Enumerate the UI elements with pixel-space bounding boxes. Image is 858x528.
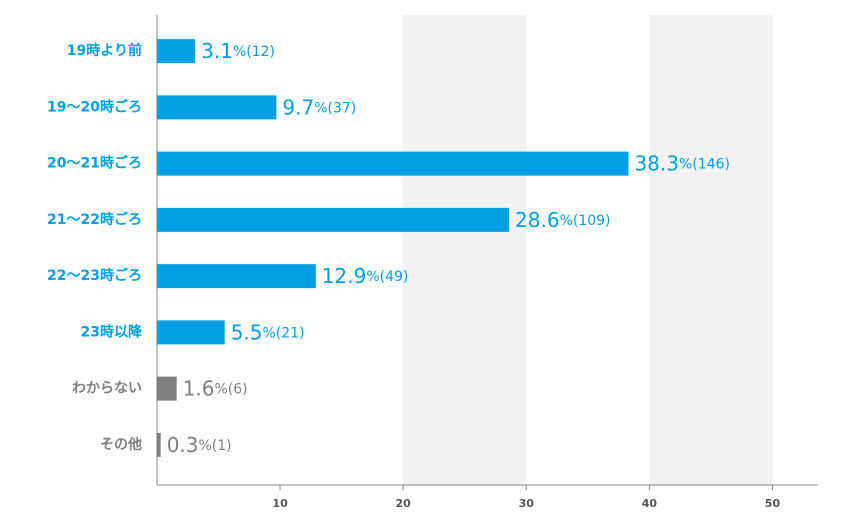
value-number: 9.7 [282, 95, 314, 119]
value-suffix: %(6) [215, 382, 248, 398]
bar [157, 264, 316, 289]
value-label: 12.9%(49) [322, 264, 409, 288]
value-number: 12.9 [322, 264, 367, 288]
bar [157, 320, 225, 345]
y-tick-label: 21～22時ごろ [47, 211, 142, 228]
y-tick-label: 23時以降 [81, 323, 143, 340]
bar [157, 207, 510, 232]
y-tick-label: 20～21時ごろ [47, 155, 142, 172]
value-label: 1.6%(6) [183, 376, 248, 400]
y-tick-label: わからない [72, 381, 142, 397]
bar [157, 432, 161, 457]
x-tick-label: 50 [765, 497, 781, 510]
value-label: 38.3%(146) [634, 151, 729, 175]
value-label: 0.3%(1) [167, 432, 232, 456]
x-tick-label: 30 [519, 497, 535, 510]
value-number: 38.3 [634, 151, 679, 175]
value-suffix: %(109) [560, 213, 611, 229]
y-tick-label: 19時より前 [67, 42, 142, 59]
value-number: 3.1 [201, 39, 233, 63]
value-number: 5.5 [231, 320, 263, 344]
value-suffix: %(37) [314, 100, 356, 116]
value-number: 28.6 [515, 207, 560, 231]
bar [157, 39, 196, 64]
bar [157, 376, 177, 401]
y-tick-label: その他 [100, 436, 142, 453]
x-tick-label: 20 [396, 497, 412, 510]
value-suffix: %(1) [199, 438, 232, 454]
y-tick-label: 22～23時ごろ [47, 267, 142, 284]
value-label: 28.6%(109) [515, 207, 610, 231]
value-label: 9.7%(37) [282, 95, 356, 119]
value-suffix: %(49) [366, 269, 408, 285]
value-suffix: %(21) [263, 325, 305, 341]
value-number: 1.6 [183, 376, 215, 400]
bar [157, 95, 277, 120]
grid-band [649, 15, 773, 485]
value-number: 0.3 [167, 432, 199, 456]
bar [157, 151, 629, 176]
grid-band [403, 15, 527, 485]
value-suffix: %(12) [233, 44, 275, 60]
y-tick-label: 19～20時ごろ [47, 98, 142, 115]
x-tick-label: 40 [642, 497, 658, 510]
value-label: 5.5%(21) [231, 320, 305, 344]
value-label: 3.1%(12) [201, 39, 275, 63]
value-suffix: %(146) [679, 157, 730, 173]
x-tick-label: 10 [272, 497, 288, 510]
